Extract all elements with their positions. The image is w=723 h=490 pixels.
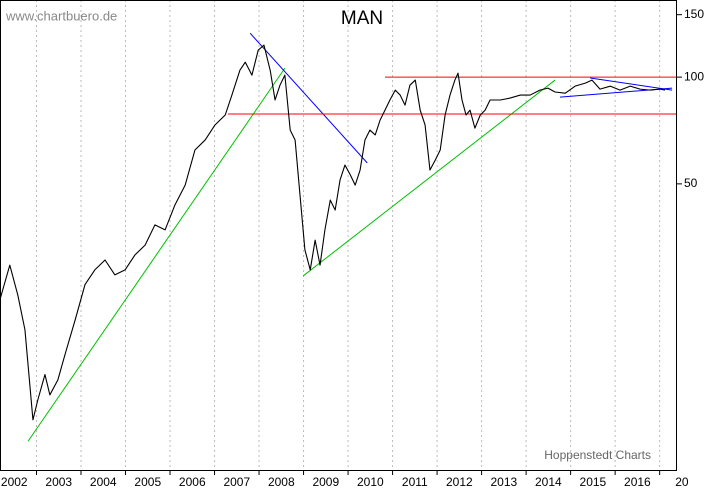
x-tick-label: 2003	[45, 475, 72, 489]
x-tick-label: 2006	[179, 475, 206, 489]
watermark: www.chartbuero.de	[5, 8, 117, 23]
chart-title: MAN	[341, 8, 383, 29]
x-tick-label: 2002	[1, 475, 28, 489]
x-tick-label: 2014	[535, 475, 562, 489]
source-credit: Hoppenstedt Charts	[544, 448, 651, 462]
x-tick-label: 2012	[446, 475, 473, 489]
x-tick-label: 2011	[402, 475, 428, 489]
x-tick-label: 2013	[491, 475, 518, 489]
trend-line	[27, 67, 286, 442]
trend-line	[249, 32, 368, 164]
x-tick-label: 2009	[312, 475, 339, 489]
plot-frame	[0, 0, 677, 471]
x-tick-label: 20	[675, 475, 689, 489]
x-tick-label: 2010	[357, 475, 384, 489]
y-tick-label: 150	[684, 7, 704, 21]
x-tick-label: 2004	[90, 475, 117, 489]
y-tick-label: 100	[684, 69, 704, 83]
x-tick-label: 2015	[580, 475, 607, 489]
trend-line	[590, 77, 673, 91]
x-tick-label: 2005	[134, 475, 161, 489]
x-tick-label: 2007	[223, 475, 250, 489]
plot-area	[0, 0, 677, 470]
x-tick-label: 2016	[624, 475, 651, 489]
y-tick-label: 50	[684, 176, 698, 190]
trend-line	[302, 79, 556, 277]
x-tick-label: 2008	[268, 475, 295, 489]
price-line	[0, 44, 666, 421]
